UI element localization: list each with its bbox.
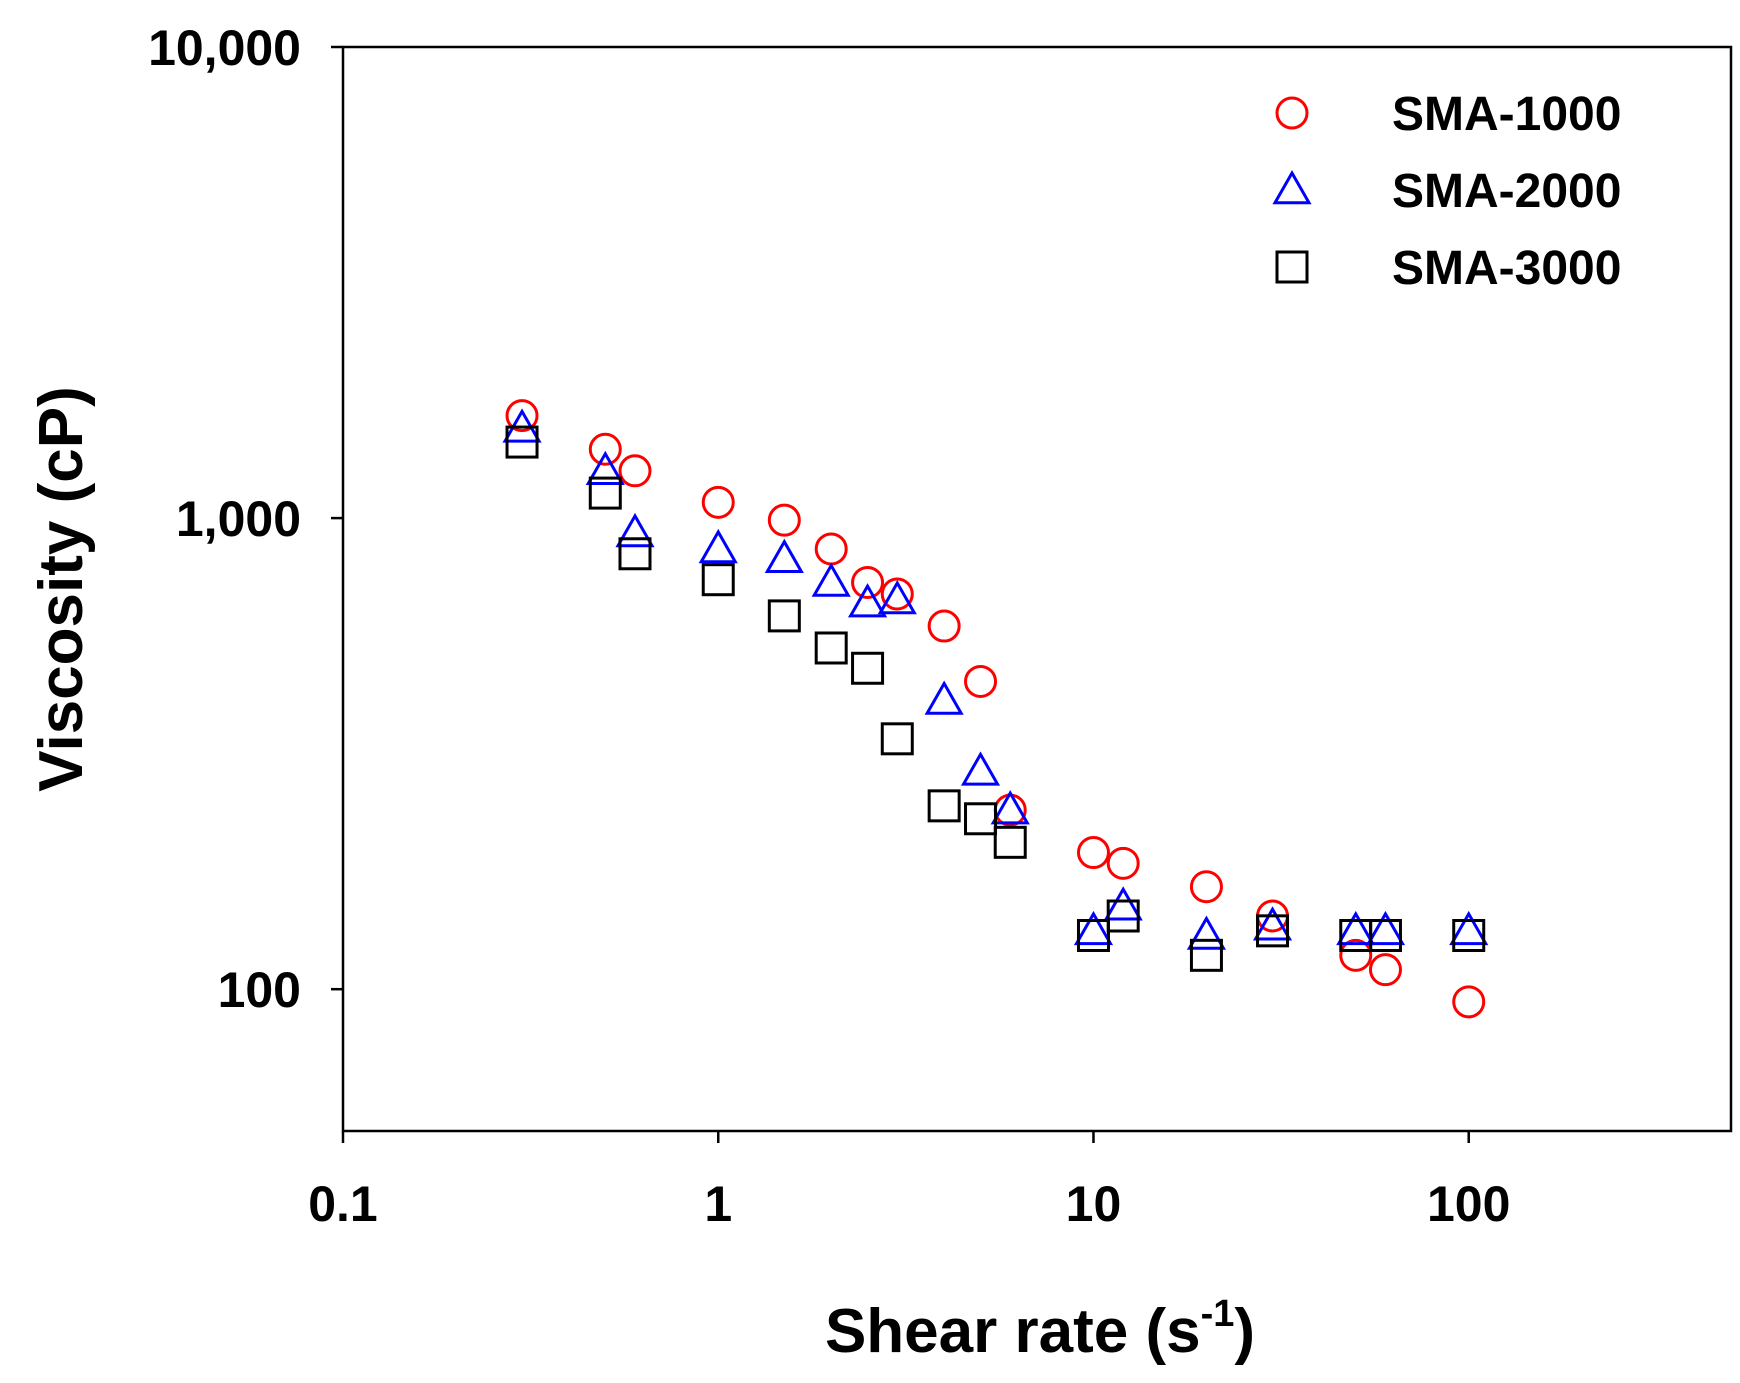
data-point-square <box>505 425 539 459</box>
data-point-square <box>1189 938 1223 972</box>
data-point-triangle <box>764 538 804 573</box>
data-point-triangle <box>585 450 625 486</box>
data-point-triangle <box>960 751 1001 786</box>
data-point-square <box>880 722 914 756</box>
data-point-circle <box>1339 938 1373 972</box>
data-point-circle <box>814 532 848 566</box>
data-point-square <box>618 537 652 571</box>
data-point-circle <box>851 565 885 599</box>
data-point-square <box>1256 914 1290 948</box>
data-point-triangle <box>615 512 655 548</box>
data-point-triangle <box>811 562 851 597</box>
y-tick-label: 1,000 <box>176 491 301 547</box>
legend-marker-square <box>1275 250 1309 284</box>
data-point-triangle <box>847 583 888 618</box>
data-point-circle <box>880 577 914 611</box>
data-point-circle <box>701 485 735 519</box>
data-point-circle <box>1368 953 1402 987</box>
data-point-circle <box>1189 870 1223 904</box>
plot-frame <box>341 45 1733 1133</box>
data-point-triangle <box>924 680 964 715</box>
legend-label: SMA-1000 <box>1392 88 1621 141</box>
data-point-square <box>1368 919 1402 953</box>
data-point-triangle <box>1252 906 1293 941</box>
data-point-square <box>1076 919 1110 953</box>
data-point-triangle <box>1449 910 1489 946</box>
data-point-circle <box>767 503 801 537</box>
data-point-triangle <box>1073 910 1114 946</box>
data-point-square <box>1106 899 1140 933</box>
data-point-square <box>588 476 622 510</box>
x-tick-label: 0.1 <box>308 1176 378 1232</box>
data-point-triangle <box>1365 910 1406 946</box>
data-point-circle <box>1106 846 1140 880</box>
legend-marker-circle <box>1275 96 1309 130</box>
y-tick-label: 10,000 <box>148 20 301 76</box>
data-point-triangle <box>698 528 738 564</box>
y-tick-label: 100 <box>218 962 301 1018</box>
series-sma-2000 <box>502 408 1489 950</box>
data-point-circle <box>505 399 539 433</box>
data-points <box>502 399 1489 1019</box>
data-point-triangle <box>877 580 917 615</box>
x-tick-label: 100 <box>1427 1176 1510 1232</box>
legend-label: SMA-3000 <box>1392 242 1621 295</box>
x-axis-ticks: 0.1 1 10 100 <box>308 1131 1510 1232</box>
data-point-square <box>927 789 961 823</box>
data-point-triangle <box>1103 886 1143 921</box>
x-axis-label: Shear rate (s-1) <box>825 1293 1255 1366</box>
data-point-triangle <box>1186 915 1227 950</box>
y-axis-ticks: 100 1,000 10,000 <box>148 20 343 1018</box>
data-point-circle <box>927 609 961 643</box>
data-point-circle <box>964 664 998 698</box>
data-point-square <box>851 651 885 685</box>
x-tick-label: 1 <box>704 1176 732 1232</box>
legend: SMA-1000 SMA-2000 SMA-3000 <box>1272 88 1621 295</box>
data-point-triangle <box>1336 910 1376 946</box>
data-point-square <box>814 631 848 665</box>
data-point-square <box>701 563 735 597</box>
data-point-circle <box>618 454 652 488</box>
data-point-square <box>964 802 998 836</box>
data-point-circle <box>588 432 622 466</box>
data-point-square <box>767 599 801 633</box>
y-axis-label: Viscosity (cP) <box>27 386 96 791</box>
legend-label: SMA-2000 <box>1392 165 1621 218</box>
legend-marker-triangle <box>1272 169 1312 205</box>
data-point-circle <box>1076 836 1110 870</box>
data-point-square <box>1452 919 1486 953</box>
series-sma-3000 <box>505 425 1486 972</box>
data-point-triangle <box>990 790 1030 825</box>
x-tick-label: 10 <box>1066 1176 1122 1232</box>
data-point-square <box>993 825 1027 859</box>
series-sma-1000 <box>505 399 1486 1019</box>
data-point-circle <box>1452 985 1486 1019</box>
